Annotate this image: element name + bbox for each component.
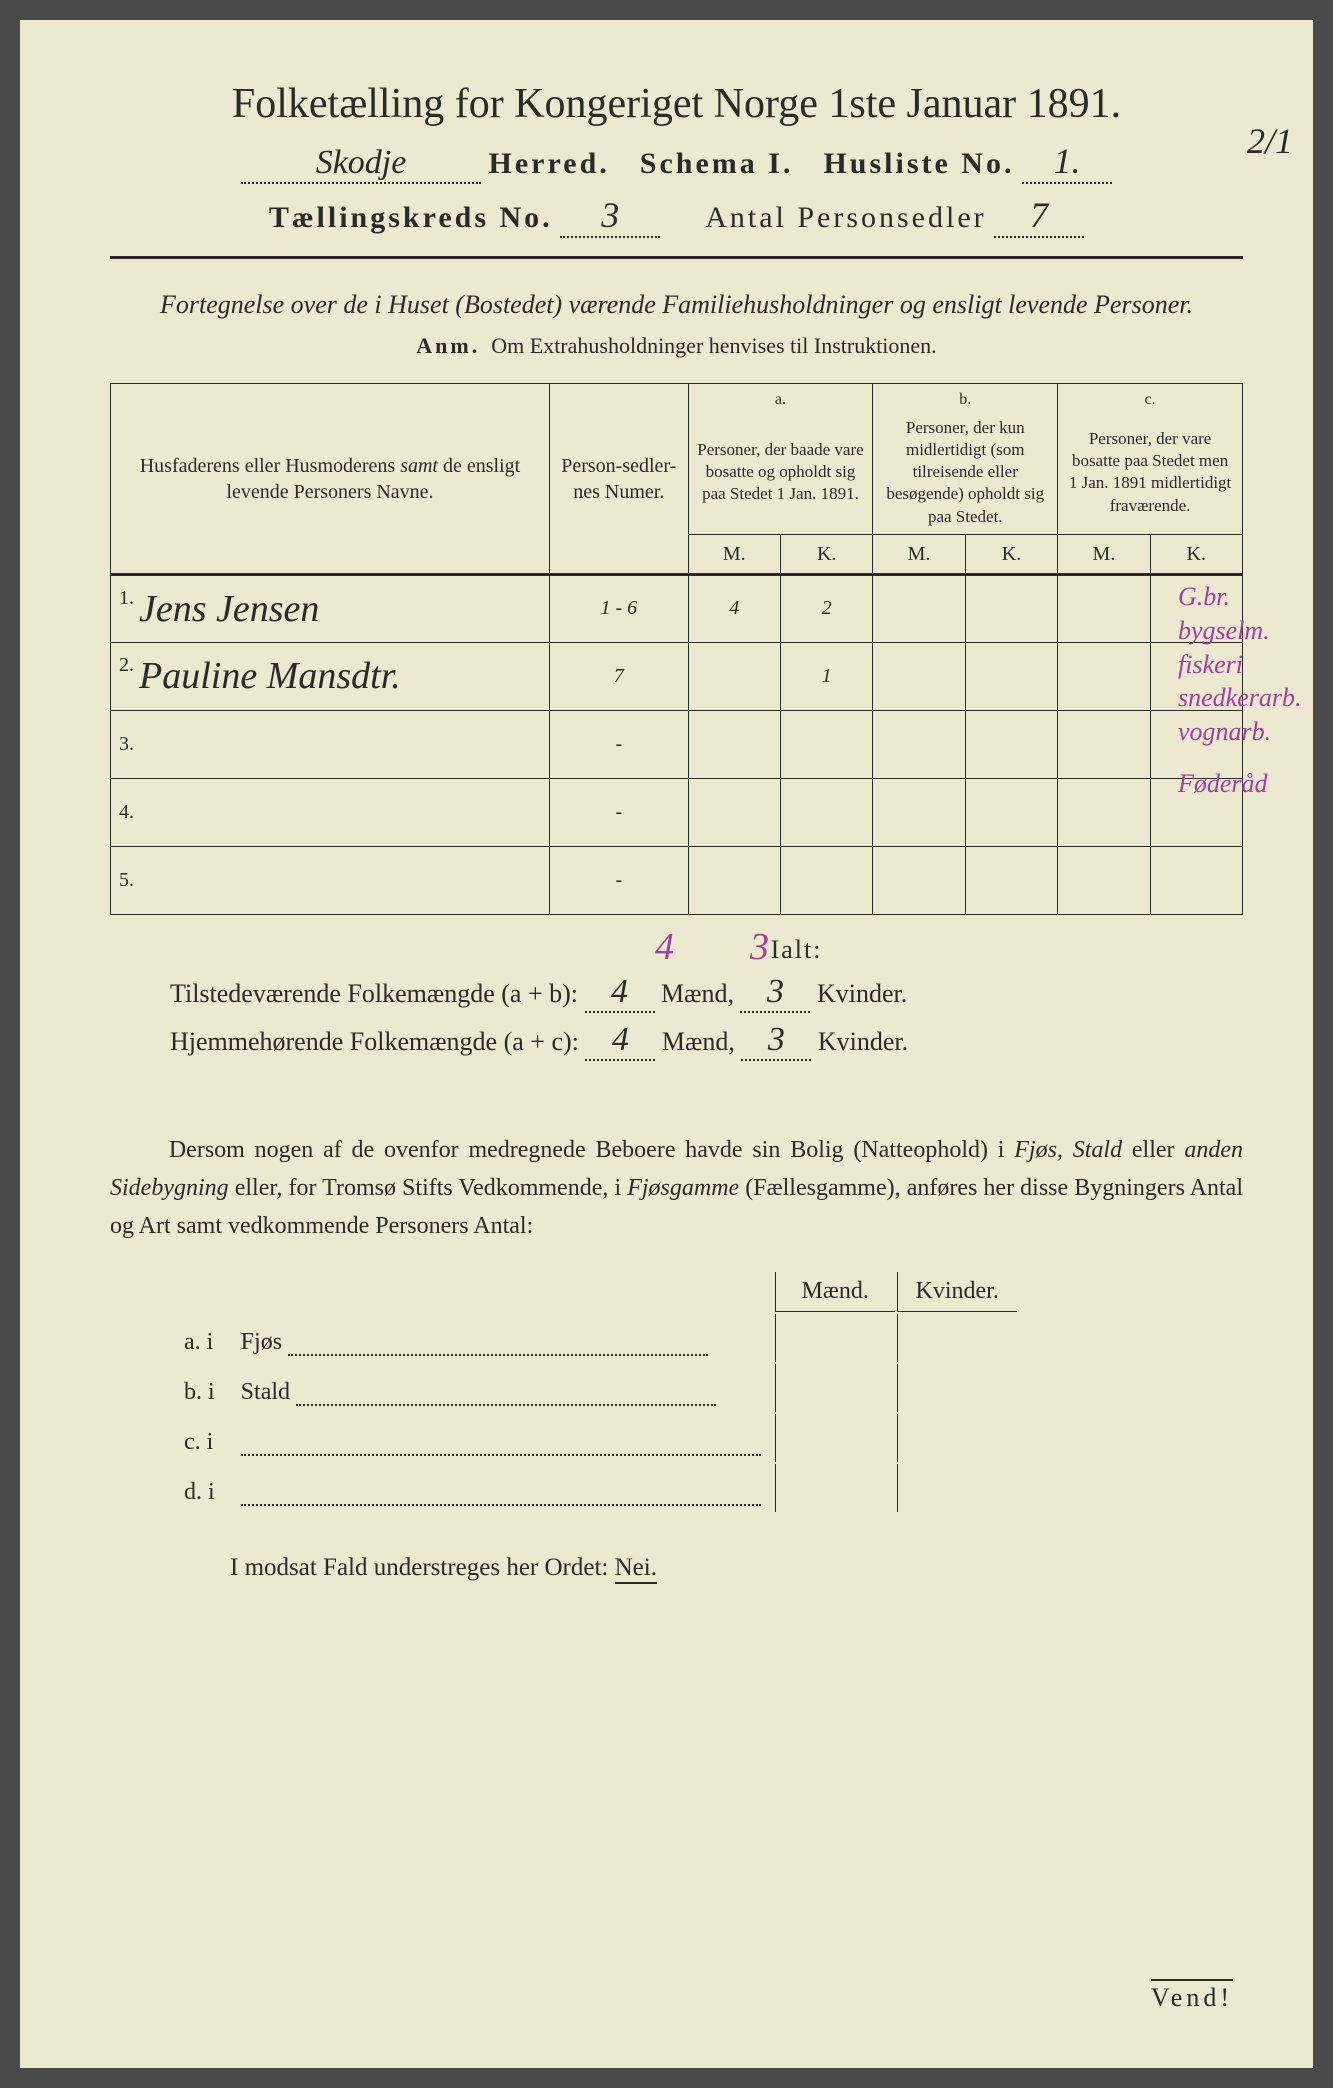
cell: 4 <box>729 597 739 619</box>
th-b-top: b. <box>873 384 1058 411</box>
document-page: 2/1 Folketælling for Kongeriget Norge 1s… <box>20 20 1313 2068</box>
kvinder-label: Kvinder. <box>817 979 907 1008</box>
row-name: Jens Jensen <box>139 588 319 630</box>
maend-label: Mænd, <box>661 979 734 1008</box>
th-b: Personer, der kun midlertidigt (som tilr… <box>873 411 1058 534</box>
ialt-label: Ialt: <box>771 935 823 964</box>
row-num: 1. <box>119 577 134 609</box>
margin-notes: G.br. bygselm. fiskeri snedkerarb. vogna… <box>1178 580 1298 801</box>
th-a-k: K. <box>780 534 872 574</box>
cell: - <box>615 733 622 755</box>
totals-k1: 3 <box>767 973 784 1010</box>
antal-label: Antal Personsedler <box>705 201 986 234</box>
cell: 1 - 6 <box>600 597 637 619</box>
vend: Vend! <box>1151 1979 1233 2013</box>
totals-m1: 4 <box>611 973 628 1010</box>
antal-value: 7 <box>1030 195 1048 235</box>
margin-note-1: G.br. <box>1178 580 1298 614</box>
kreds-value: 3 <box>601 195 619 235</box>
divider-1 <box>110 256 1243 259</box>
table-row: 2. Pauline Mansdtr. <box>111 642 550 710</box>
totals-line-2: Hjemmehørende Folkemængde (a + c): 4 Mæn… <box>110 1021 1243 1061</box>
header-row-2: Tællingskreds No. 3 Antal Personsedler 7 <box>110 194 1243 238</box>
subtitle: Fortegnelse over de i Huset (Bostedet) v… <box>110 287 1243 323</box>
kvinder-label: Kvinder. <box>818 1027 908 1056</box>
maend-label: Mænd, <box>662 1027 735 1056</box>
th-name: Husfaderens eller Husmoderens samt de en… <box>111 384 550 574</box>
totals-label-2: Hjemmehørende Folkemængde (a + c): <box>170 1027 579 1056</box>
herred-value: Skodje <box>316 144 407 181</box>
bt-maend: Mænd. <box>775 1272 895 1312</box>
margin-note-5: vognarb. <box>1178 715 1298 749</box>
th-c-top: c. <box>1058 384 1243 411</box>
corner-annotation: 2/1 <box>1247 120 1293 162</box>
anm-text: Om Extrahusholdninger henvises til Instr… <box>491 333 936 358</box>
th-b-k: K. <box>965 534 1057 574</box>
cell: 2 <box>822 597 832 619</box>
herred-label: Herred. <box>489 147 610 180</box>
row-num: 4. <box>119 791 134 823</box>
th-a: Personer, der baade vare bosatte og opho… <box>688 411 873 534</box>
cell: - <box>615 801 622 823</box>
husliste-label: Husliste No. <box>823 147 1014 180</box>
th-c-k: K. <box>1150 534 1242 574</box>
ialt-m: 4 <box>655 925 674 969</box>
totals-label-1: Tilstedeværende Folkemængde (a + b): <box>170 979 578 1008</box>
bt-label: b. i <box>172 1364 227 1412</box>
row-num: 5. <box>119 859 134 891</box>
ialt-k: 3 <box>750 925 769 969</box>
table-row: 4. <box>111 778 550 846</box>
margin-note-6: Føderåd <box>1178 767 1298 801</box>
modsat-text: I modsat Fald understreges her Ordet: <box>230 1554 608 1581</box>
main-table: Husfaderens eller Husmoderens samt de en… <box>110 383 1243 914</box>
modsat-line: I modsat Fald understreges her Ordet: Ne… <box>230 1554 1243 1582</box>
table-row: 3. <box>111 710 550 778</box>
th-a-top: a. <box>688 384 873 411</box>
nei: Nei. <box>615 1554 657 1584</box>
totals-m2: 4 <box>612 1021 629 1058</box>
cell: - <box>615 869 622 891</box>
row-num: 2. <box>119 644 134 676</box>
bt-txt: Stald <box>241 1379 290 1405</box>
bt-kvinder: Kvinder. <box>897 1272 1017 1312</box>
bottom-paragraph: Dersom nogen af de ovenfor medregnede Be… <box>110 1131 1243 1246</box>
bt-txt: Fjøs <box>241 1329 282 1355</box>
ialt-row: Ialt: 4 3 <box>110 935 1243 965</box>
totals-line-1: Tilstedeværende Folkemængde (a + b): 4 M… <box>110 973 1243 1013</box>
row-num: 3. <box>119 723 134 755</box>
totals-k2: 3 <box>768 1021 785 1058</box>
margin-note-4: snedkerarb. <box>1178 681 1298 715</box>
anm-label: Anm. <box>416 333 480 358</box>
header-row-1: Skodje Herred. Schema I. Husliste No. 1. <box>110 140 1243 184</box>
margin-note-3: fiskeri <box>1178 648 1298 682</box>
margin-note-2: bygselm. <box>1178 614 1298 648</box>
th-b-m: M. <box>873 534 965 574</box>
schema-label: Schema I. <box>640 147 794 180</box>
bottom-table: Mænd. Kvinder. a. i Fjøs b. i Stald c. i… <box>170 1270 1019 1514</box>
table-row: 1. Jens Jensen <box>111 574 550 642</box>
bt-label: d. i <box>172 1464 227 1512</box>
anm-line: Anm. Om Extrahusholdninger henvises til … <box>110 333 1243 359</box>
bt-label: c. i <box>172 1414 227 1462</box>
cell: 7 <box>614 665 624 687</box>
kreds-label: Tællingskreds No. <box>269 201 553 234</box>
cell: 1 <box>822 665 832 687</box>
main-title: Folketælling for Kongeriget Norge 1ste J… <box>110 80 1243 128</box>
row-name: Pauline Mansdtr. <box>139 655 401 697</box>
th-c-m: M. <box>1058 534 1150 574</box>
bt-label: a. i <box>172 1314 227 1362</box>
husliste-value: 1. <box>1053 141 1080 181</box>
th-c: Personer, der vare bosatte paa Stedet me… <box>1058 411 1243 534</box>
table-row: 5. <box>111 846 550 914</box>
th-a-m: M. <box>688 534 780 574</box>
th-num: Person-sedler-nes Numer. <box>549 384 688 574</box>
